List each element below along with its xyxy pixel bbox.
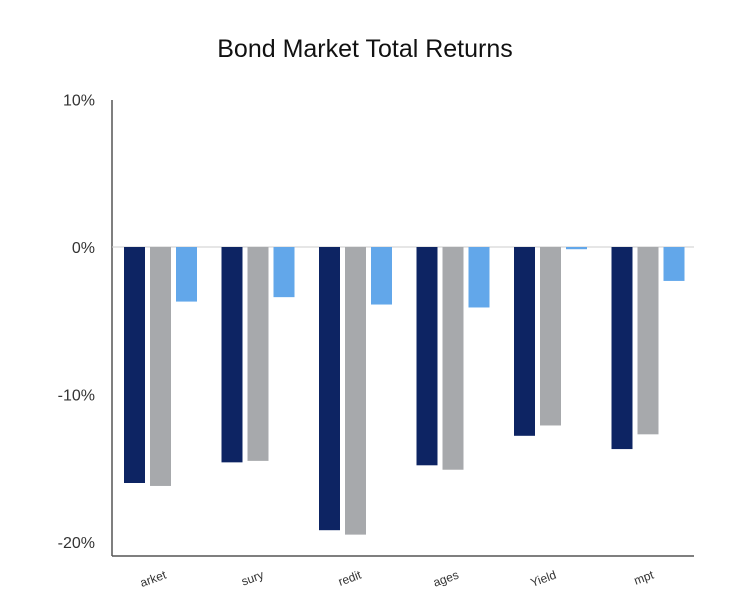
bar: [663, 247, 685, 281]
bar: [566, 247, 587, 250]
bar: [247, 247, 269, 461]
x-category-label: sury: [239, 568, 265, 589]
bar: [416, 247, 438, 466]
bar: [371, 247, 392, 305]
x-category-label: Yield: [529, 568, 558, 590]
bar: [345, 247, 366, 535]
bar: [221, 247, 243, 463]
bar: [124, 247, 145, 483]
plot-area: 10% 0% -10% -20% arket sury redit ages Yield mpt: [58, 93, 694, 590]
bar: [540, 247, 561, 426]
y-tick-label: 0%: [72, 240, 95, 257]
y-tick-label: 10%: [63, 93, 95, 110]
bar: [150, 247, 171, 486]
x-category-label: ages: [431, 568, 460, 590]
bar: [442, 247, 464, 470]
bar: [611, 247, 633, 450]
bar: [637, 247, 659, 435]
x-category-label: mpt: [632, 567, 656, 587]
x-category-label: arket: [138, 567, 168, 590]
x-category-label: redit: [336, 567, 363, 588]
bar: [319, 247, 340, 531]
bar: [468, 247, 490, 308]
chart-title: Bond Market Total Returns: [217, 35, 513, 63]
bar: [514, 247, 535, 436]
y-tick-label: -10%: [58, 388, 95, 405]
bar: [273, 247, 295, 298]
y-tick-label: -20%: [58, 535, 95, 552]
bar: [176, 247, 197, 302]
